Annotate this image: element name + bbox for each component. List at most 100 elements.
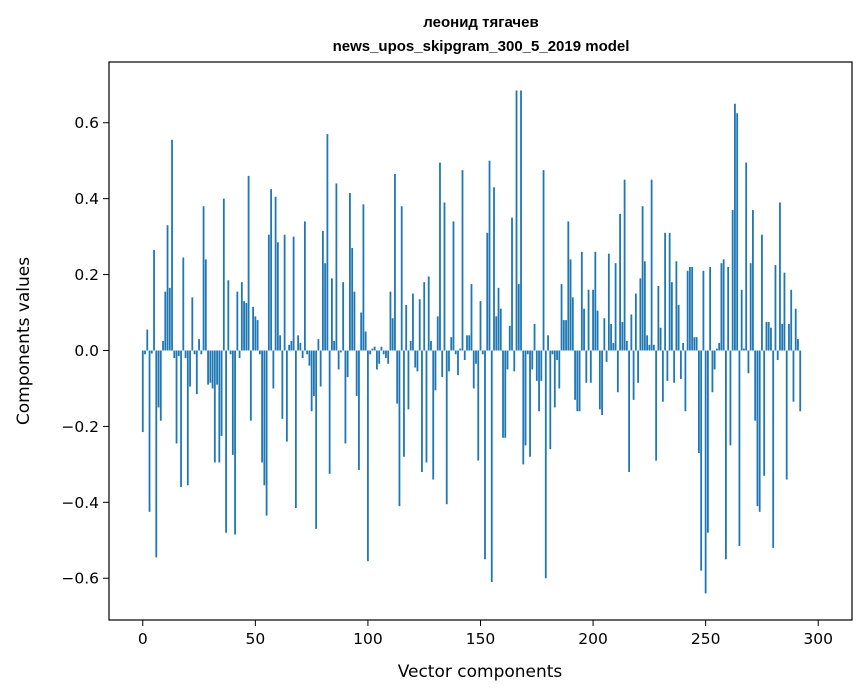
bar-65 [288,344,291,351]
bar-24 [195,350,198,395]
bar-97 [360,312,363,351]
bar-110 [389,291,392,351]
y-tick-label: 0.0 [74,342,99,360]
bar-256 [718,342,721,351]
bar-142 [461,170,464,351]
bar-4 [150,350,153,354]
bar-253 [711,350,714,393]
bar-137 [450,337,453,351]
bar-0 [141,350,144,433]
bar-213 [621,322,624,351]
bar-8 [159,350,162,421]
bar-12 [168,287,171,351]
bar-172 [529,350,531,457]
bar-43 [238,350,241,359]
bar-222 [641,206,644,351]
x-tick-label: 0 [138,630,148,648]
bar-133 [441,350,444,378]
bar-171 [526,350,529,355]
bar-289 [792,350,795,402]
bar-81 [324,263,327,351]
bar-42 [236,291,239,351]
bar-127 [427,276,430,351]
bar-286 [785,350,788,480]
bar-18 [182,257,185,351]
bar-173 [531,350,534,370]
bar-140 [457,350,459,376]
bar-174 [533,323,536,351]
bar-164 [511,217,513,351]
bar-269 [747,350,750,374]
bar-84 [331,278,333,351]
bar-53 [261,350,263,463]
bar-180 [547,335,549,351]
bar-71 [301,350,304,359]
bar-89 [342,282,345,351]
bar-157 [495,316,498,351]
bar-141 [459,348,462,351]
bar-57 [270,189,273,351]
bar-185 [558,350,561,389]
bar-189 [567,221,570,351]
bar-77 [315,350,318,529]
bar-134 [443,202,446,351]
bar-267 [743,348,745,351]
bar-159 [499,308,502,351]
bar-197 [585,350,588,383]
bar-178 [542,170,545,351]
bar-187 [562,320,565,351]
y-axis-label: Components values [14,257,34,425]
bar-145 [468,335,471,351]
bar-11 [166,225,169,351]
bar-206 [605,350,608,362]
bar-243 [688,266,691,351]
bar-105 [378,350,381,364]
bar-168 [520,90,522,351]
bar-277 [765,322,768,351]
bar-203 [598,350,601,410]
x-axis: 0 50 100 150 200 250 300 [138,620,833,648]
bar-268 [745,162,748,351]
bar-102 [371,348,374,351]
bar-274 [758,350,761,512]
bar-154 [488,160,491,351]
bar-229 [657,285,660,351]
bar-109 [387,350,390,364]
bar-144 [466,335,468,351]
bar-228 [655,350,658,461]
bar-131 [436,316,439,351]
bar-223 [643,261,646,351]
y-tick-label: 0.6 [74,114,99,132]
bar-35 [220,350,223,436]
bar-248 [700,350,703,571]
bar-92 [349,192,351,351]
bar-176 [538,350,540,412]
bar-121 [414,350,417,368]
bar-14 [173,350,176,359]
bar-115 [400,206,403,351]
bar-10 [164,291,167,351]
bar-292 [799,350,802,412]
bar-220 [637,350,640,383]
bar-204 [601,350,603,416]
bar-278 [767,322,770,351]
bar-123 [418,299,421,351]
x-tick-label: 200 [578,630,608,648]
bar-series [141,90,802,594]
bar-7 [157,350,160,408]
bar-30 [209,350,212,383]
bar-156 [493,187,495,351]
bar-179 [544,350,547,579]
bar-111 [391,318,394,351]
bar-152 [484,350,486,560]
bar-205 [603,318,606,351]
bar-238 [677,304,680,351]
bar-149 [477,350,480,461]
bar-151 [481,350,484,355]
x-tick-label: 250 [691,630,721,648]
bar-255 [716,348,718,351]
bar-55 [265,350,268,516]
bar-122 [416,350,419,372]
bar-1 [144,350,146,355]
bar-70 [299,342,302,351]
